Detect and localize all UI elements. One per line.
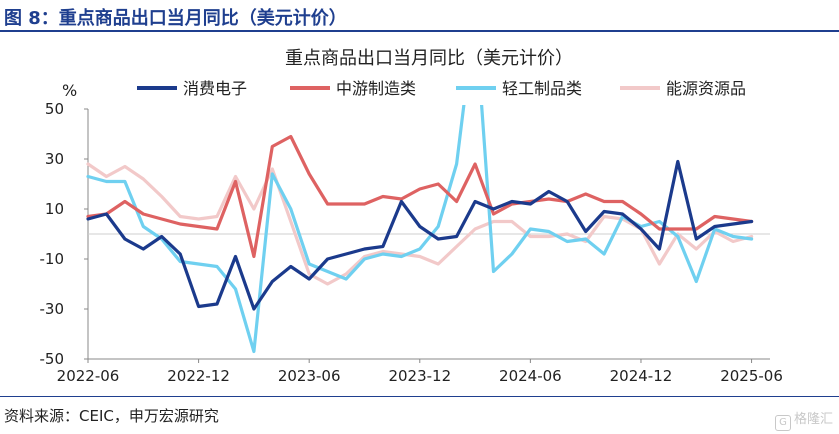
x-tick-label: 2022-06 [57,367,120,385]
legend-label-2: 中游制造类 [336,79,416,98]
line-chart: 重点商品出口当月同比（美元计价） 消费电子 中游制造类 轻工制品类 能源资源品 %50… [40,48,783,385]
x-tick-label: 2024-06 [499,367,562,385]
legend-label-4: 能源资源品 [666,79,746,98]
y-tick-label: 50 [45,100,64,118]
series-layer [86,105,754,354]
legend: 消费电子 中游制造类 轻工制品类 能源资源品 [137,79,746,98]
legend-label-3: 轻工制品类 [502,79,582,98]
x-axis: 2022-06 2022-12 2023-06 2023-12 2024-06 2024-… [57,233,783,385]
x-tick-label: 2025-06 [720,367,783,385]
legend-label-1: 消费电子 [183,79,247,98]
y-tick-label: -30 [40,300,65,318]
y-tick-label: -10 [40,250,65,268]
y-tick-label: 10 [45,200,64,218]
source-divider [0,396,839,397]
series-line-3 [86,105,754,354]
y-unit-label: % [62,81,77,100]
y-tick-label: 30 [45,150,64,168]
x-tick-label: 2024-12 [610,367,673,385]
series-line-1 [86,159,754,311]
chart-title: 重点商品出口当月同比（美元计价） [285,48,573,69]
watermark-logo-icon: G [774,415,791,431]
watermark: G 格隆汇 [774,408,833,431]
source-note: 资料来源：CEIC，申万宏源研究 [4,407,219,425]
y-tick-label: -50 [40,350,65,368]
x-tick-label: 2022-12 [167,367,230,385]
x-tick-label: 2023-06 [278,367,341,385]
figure-title: 图 8：重点商品出口当月同比（美元计价） [4,8,347,29]
y-axis: %50 30 10 -10 -30 -50 [40,81,89,368]
watermark-text: 格隆汇 [793,412,833,427]
title-divider [0,30,839,32]
x-tick-label: 2023-12 [388,367,451,385]
series-line-2 [86,134,754,259]
